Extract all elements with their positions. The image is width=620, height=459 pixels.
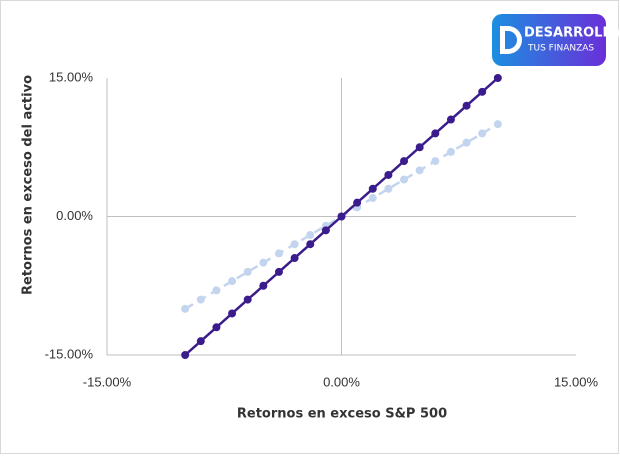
y-tick-label: 15.00% xyxy=(49,69,94,84)
data-point xyxy=(243,267,252,276)
data-point xyxy=(290,240,299,249)
data-point xyxy=(493,120,502,129)
data-point xyxy=(321,226,330,235)
data-point xyxy=(400,157,409,166)
x-tick-label: 0.00% xyxy=(323,374,360,389)
data-point xyxy=(384,184,393,193)
data-point xyxy=(415,143,424,152)
x-tick-label: 15.00% xyxy=(554,374,599,389)
data-point xyxy=(400,175,409,184)
y-tick-label: 0.00% xyxy=(56,208,93,223)
data-point xyxy=(306,240,315,249)
data-point xyxy=(181,351,190,359)
data-point xyxy=(196,337,205,346)
data-point xyxy=(431,157,440,166)
data-point xyxy=(290,254,299,263)
data-point xyxy=(462,138,471,147)
data-point xyxy=(446,115,455,124)
data-point xyxy=(446,147,455,156)
data-point xyxy=(384,170,393,179)
data-point xyxy=(228,277,237,286)
y-tick-label: -15.00% xyxy=(45,346,94,361)
data-point xyxy=(274,267,283,276)
data-point xyxy=(478,129,487,138)
data-point xyxy=(212,286,221,295)
data-point xyxy=(259,258,268,267)
logo-subtitle: TUS FINANZAS xyxy=(527,44,594,54)
data-point xyxy=(243,295,252,304)
data-point xyxy=(228,309,237,318)
x-tick-label: -15.00% xyxy=(83,374,132,389)
data-point xyxy=(306,230,315,239)
data-point xyxy=(353,198,362,207)
y-axis-title: Retornos en exceso del activo xyxy=(21,75,36,295)
x-axis-title: Retornos en exceso S&P 500 xyxy=(237,407,447,422)
logo-icon xyxy=(500,26,522,54)
data-point xyxy=(274,249,283,258)
data-point xyxy=(259,281,268,290)
data-point xyxy=(196,295,205,304)
data-point xyxy=(431,129,440,138)
data-point xyxy=(212,323,221,332)
data-point xyxy=(181,304,190,313)
data-point xyxy=(415,166,424,175)
logo-badge xyxy=(492,14,606,66)
data-point xyxy=(462,101,471,110)
data-point xyxy=(368,194,377,203)
data-point xyxy=(493,74,502,82)
data-point xyxy=(337,212,346,221)
data-point xyxy=(478,87,487,96)
data-point xyxy=(368,184,377,193)
logo: DESARROLLA TUS FINANZAS xyxy=(492,14,620,66)
logo-title: DESARROLLA xyxy=(524,26,620,41)
